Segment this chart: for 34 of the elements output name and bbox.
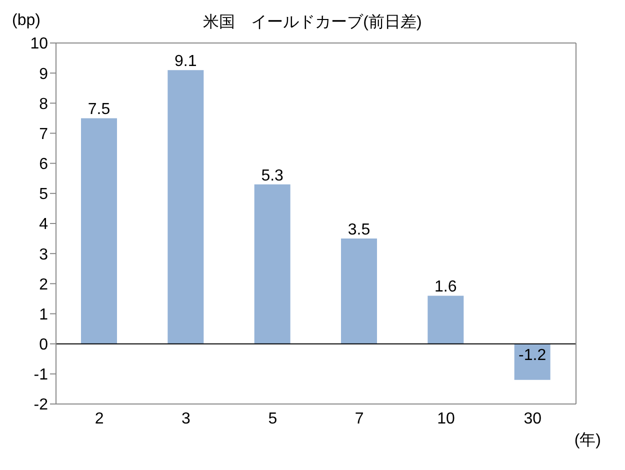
data-label: 3.5	[348, 222, 370, 239]
x-axis-title: (年)	[574, 431, 601, 451]
y-tick-label: -2	[34, 396, 48, 414]
y-tick-label: -1	[34, 366, 48, 384]
y-tick-label: 2	[39, 276, 48, 294]
bar	[428, 296, 464, 344]
data-label: 7.5	[88, 101, 110, 118]
data-label: 1.6	[434, 278, 457, 296]
x-tick-label: 5	[268, 410, 278, 428]
y-tick-label: 1	[39, 306, 48, 324]
y-tick-label: 4	[39, 216, 48, 234]
x-tick-label: 7	[354, 410, 364, 428]
y-axis-title: (bp)	[12, 12, 40, 30]
bar	[254, 184, 290, 344]
bar	[341, 238, 377, 344]
y-tick-label: 10	[30, 36, 48, 53]
x-tick-label: 30	[524, 410, 542, 428]
bar	[168, 70, 204, 344]
y-tick-label: 8	[39, 96, 48, 113]
data-label: 5.3	[261, 167, 284, 184]
y-tick-label: 7	[39, 126, 48, 143]
data-label: -1.2	[518, 346, 546, 364]
data-label: 9.1	[174, 53, 197, 70]
y-tick-label: 3	[39, 246, 48, 264]
x-tick-label: 3	[182, 410, 191, 428]
y-tick-label: 0	[39, 336, 48, 354]
bar	[514, 344, 550, 380]
y-tick-label: 6	[39, 156, 48, 174]
x-tick-label: 2	[94, 410, 104, 428]
y-tick-label: 9	[39, 66, 48, 83]
chart-title: 米国 イールドカーブ(前日差)	[203, 14, 422, 31]
y-tick-label: 5	[39, 186, 48, 204]
bar	[81, 118, 117, 344]
x-tick-label: 10	[437, 410, 455, 428]
